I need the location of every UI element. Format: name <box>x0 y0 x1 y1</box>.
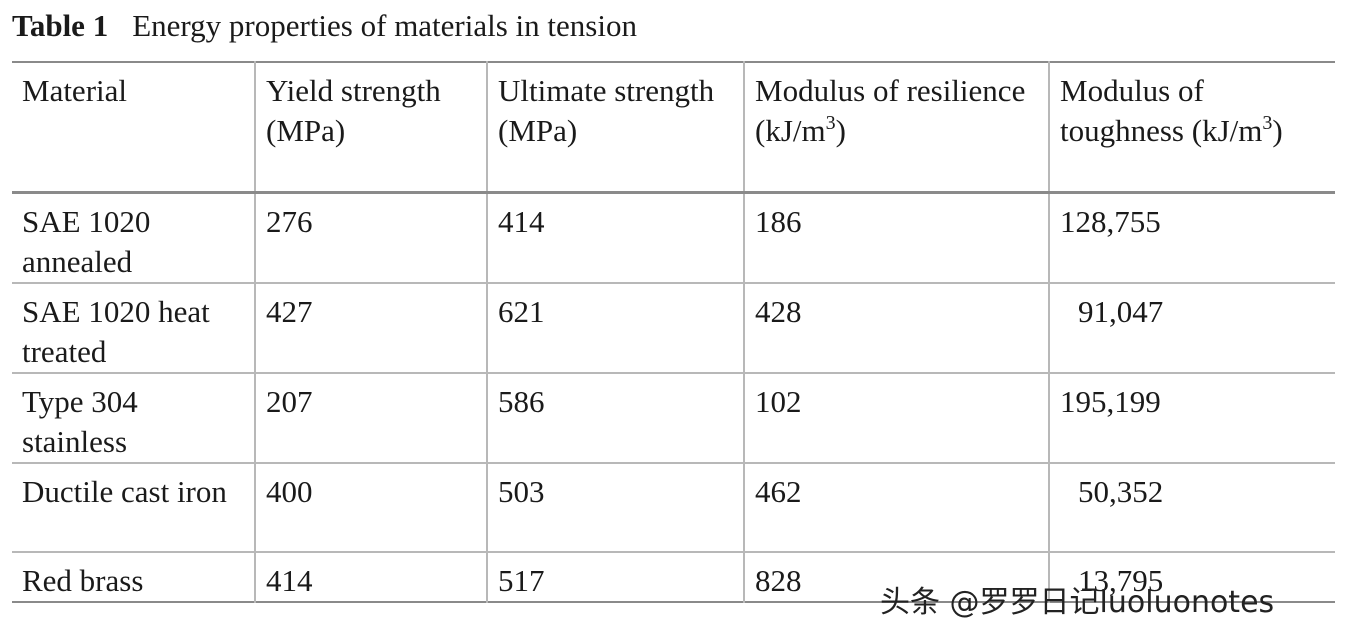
header-modulus-toughness: Modulus of toughness (kJ/m3) <box>1048 62 1335 192</box>
header-modulus-resilience: Modulus of resilience (kJ/m3) <box>743 62 1049 192</box>
cell-yield-strength: 276 <box>254 192 487 283</box>
cell-ultimate-strength: 586 <box>486 372 744 463</box>
cell-yield-strength: 427 <box>254 282 487 373</box>
cell-ultimate-strength: 621 <box>486 282 744 373</box>
cell-ultimate-strength: 414 <box>486 192 744 283</box>
cell-modulus-resilience: 462 <box>743 462 1049 552</box>
header-modulus-toughness-close: ) <box>1272 113 1283 148</box>
table-row: Type 304 stainless 207 586 102 195,199 <box>12 372 1335 463</box>
cell-modulus-resilience: 186 <box>743 192 1049 283</box>
table-caption-label: Table 1 <box>12 8 109 43</box>
cell-modulus-resilience: 828 <box>743 551 1049 602</box>
cell-modulus-resilience: 102 <box>743 372 1049 463</box>
table-row: Red brass 414 517 828 13,795 <box>12 551 1335 602</box>
cell-yield-strength: 400 <box>254 462 487 552</box>
header-modulus-resilience-text: Modulus of resilience (kJ/m <box>755 73 1026 148</box>
cell-ultimate-strength: 503 <box>486 462 744 552</box>
cell-yield-strength: 207 <box>254 372 487 463</box>
header-modulus-resilience-exponent: 3 <box>825 112 836 134</box>
cell-modulus-resilience: 428 <box>743 282 1049 373</box>
header-modulus-toughness-exponent: 3 <box>1262 112 1273 134</box>
energy-properties-table: Material Yield strength (MPa) Ultimate s… <box>12 61 1335 603</box>
header-modulus-resilience-close: ) <box>835 113 846 148</box>
cell-modulus-toughness: 195,199 <box>1048 372 1335 463</box>
cell-modulus-toughness: 50,352 <box>1048 462 1335 552</box>
header-ultimate-strength: Ultimate strength (MPa) <box>486 62 744 192</box>
table-row: SAE 1020 heat treated 427 621 428 91,047 <box>12 282 1335 373</box>
table-row: Ductile cast iron 400 503 462 50,352 <box>12 462 1335 552</box>
cell-modulus-toughness: 13,795 <box>1048 551 1335 602</box>
table-header-row: Material Yield strength (MPa) Ultimate s… <box>12 62 1335 192</box>
cell-yield-strength: 414 <box>254 551 487 602</box>
header-material: Material <box>22 73 128 108</box>
table-caption-text: Energy properties of materials in tensio… <box>132 8 637 43</box>
cell-material: Ductile cast iron <box>22 473 227 509</box>
header-yield-strength: Yield strength (MPa) <box>254 62 487 192</box>
cell-material: Red brass <box>22 562 144 598</box>
header-modulus-toughness-text: Modulus of toughness (kJ/m <box>1060 73 1263 148</box>
cell-ultimate-strength: 517 <box>486 551 744 602</box>
table-caption: Table 1 Energy properties of materials in… <box>12 6 637 46</box>
cell-material: SAE 1020 annealed <box>22 203 151 279</box>
watermark: 头条 @罗罗日记luoluonotes <box>880 585 1275 620</box>
cell-modulus-toughness: 91,047 <box>1048 282 1335 373</box>
table-row: SAE 1020 annealed 276 414 186 128,755 <box>12 192 1335 283</box>
cell-modulus-toughness: 128,755 <box>1048 192 1335 283</box>
cell-material: SAE 1020 heat treated <box>22 293 210 369</box>
cell-material: Type 304 stainless <box>22 383 138 459</box>
